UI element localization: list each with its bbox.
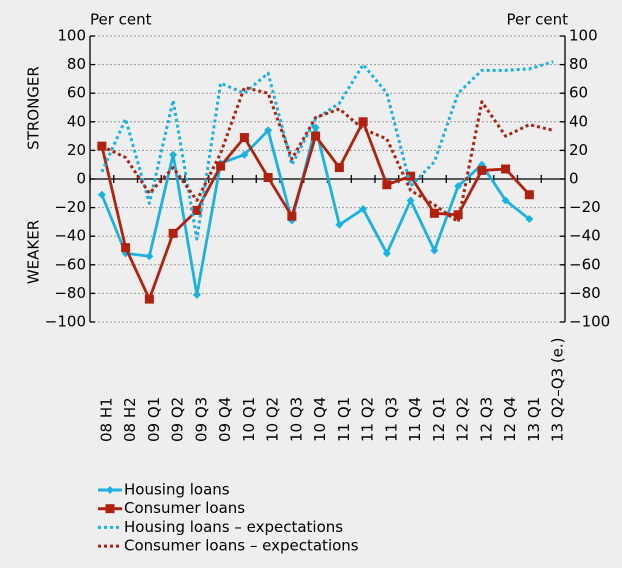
marker [454, 182, 463, 191]
x-tick-label: 09 Q3 [192, 397, 210, 442]
y-tick-label: −100 [45, 313, 86, 331]
x-tick-label: 09 Q4 [216, 397, 234, 442]
marker [525, 215, 534, 224]
series-line [100, 120, 531, 301]
y2-tick-label: 20 [569, 141, 588, 159]
legend-label: Housing loans – expectations [124, 518, 343, 536]
y2-tick-label: 100 [569, 27, 598, 45]
legend-label: Consumer loans – expectations [124, 537, 359, 555]
y2-tick-label: 60 [569, 84, 588, 102]
marker [144, 294, 154, 304]
series-line [100, 126, 531, 297]
marker [501, 196, 510, 205]
legend-marker [106, 486, 114, 494]
y2-tick-label: 0 [569, 170, 579, 188]
x-tick-label: 10 Q1 [240, 397, 258, 442]
x-tick-label: 11 Q3 [382, 397, 400, 442]
x-tick-label: 12 Q3 [477, 397, 495, 442]
y-tick-label: 100 [57, 27, 86, 45]
marker [358, 117, 368, 127]
marker [429, 208, 439, 218]
marker [168, 228, 178, 238]
y-tick-label: 0 [76, 170, 86, 188]
marker [239, 133, 249, 143]
x-tick-label: 10 Q4 [311, 397, 329, 442]
x-tick-label: 11 Q1 [335, 397, 353, 442]
legend-label: Consumer loans [124, 499, 245, 517]
expectation-line [100, 60, 554, 241]
marker [524, 190, 534, 200]
upper-label: STRONGER [25, 66, 43, 150]
x-tick-label: 10 Q3 [287, 397, 305, 442]
x-tick-label: 12 Q4 [501, 397, 519, 442]
marker [121, 243, 131, 253]
marker [169, 150, 178, 159]
marker [430, 246, 439, 255]
x-tick-label: 11 Q2 [359, 397, 377, 442]
y2-tick-label: −60 [569, 255, 601, 273]
marker [335, 220, 344, 229]
x-tick-label: 13 Q2–Q3 (e.) [549, 337, 567, 442]
y-tick-label: 80 [67, 55, 86, 73]
x-tick-label: 10 Q2 [264, 397, 282, 442]
marker [311, 131, 321, 141]
y-tick-label: −20 [54, 198, 86, 216]
x-tick-label: 08 H2 [121, 397, 139, 442]
lower-label: WEAKER [25, 220, 43, 284]
marker [264, 126, 273, 135]
legend-label: Housing loans [124, 481, 230, 499]
y2-tick-label: −40 [569, 227, 601, 245]
marker [192, 290, 201, 299]
marker [501, 164, 511, 174]
x-tick-label: 12 Q1 [430, 397, 448, 442]
x-tick-label: 09 Q1 [145, 397, 163, 442]
x-tick-label: 13 Q1 [525, 397, 543, 442]
y-axis-label-right: Per cent [506, 11, 568, 29]
y2-tick-label: −20 [569, 198, 601, 216]
x-tick-label: 08 H1 [97, 397, 115, 442]
marker [359, 205, 368, 214]
y-tick-label: 20 [67, 141, 86, 159]
x-tick-label: 11 Q4 [406, 397, 424, 442]
y-tick-label: −40 [54, 227, 86, 245]
x-tick-label: 09 Q2 [169, 397, 187, 442]
y-tick-label: −80 [54, 284, 86, 302]
y2-tick-label: −80 [569, 284, 601, 302]
marker [145, 252, 154, 261]
marker [406, 196, 415, 205]
y-tick-label: 40 [67, 112, 86, 130]
expectation-line [101, 85, 554, 224]
marker [240, 150, 249, 159]
y-tick-label: 60 [67, 84, 86, 102]
y2-tick-label: −100 [569, 313, 610, 331]
marker [97, 190, 106, 199]
x-tick-label: 12 Q2 [454, 397, 472, 442]
y-tick-label: −60 [54, 255, 86, 273]
marker [263, 173, 273, 183]
marker [192, 205, 202, 215]
marker [334, 163, 344, 173]
marker [216, 161, 226, 171]
marker [287, 211, 297, 221]
marker [382, 180, 392, 190]
legend-marker [105, 504, 115, 514]
marker [477, 165, 487, 175]
marker [382, 249, 391, 258]
marker [406, 171, 416, 181]
y2-tick-label: 80 [569, 55, 588, 73]
y-axis-label-left: Per cent [90, 11, 152, 29]
y2-tick-label: 40 [569, 112, 588, 130]
